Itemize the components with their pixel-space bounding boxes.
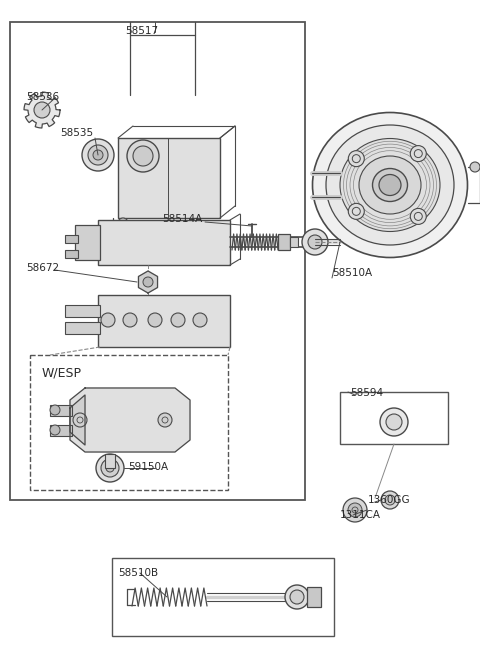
- Bar: [65, 235, 78, 243]
- Text: 58510A: 58510A: [332, 268, 372, 278]
- Circle shape: [410, 145, 426, 162]
- Circle shape: [96, 454, 124, 482]
- Text: 58594: 58594: [350, 388, 383, 398]
- Bar: [50, 425, 72, 436]
- Polygon shape: [70, 395, 85, 445]
- Circle shape: [348, 203, 364, 219]
- Circle shape: [123, 313, 137, 327]
- Circle shape: [380, 408, 408, 436]
- Text: 58672: 58672: [26, 263, 59, 273]
- Circle shape: [93, 150, 103, 160]
- Bar: [105, 454, 115, 468]
- Circle shape: [193, 313, 207, 327]
- Circle shape: [385, 495, 395, 505]
- Bar: [98, 220, 230, 265]
- Ellipse shape: [326, 125, 454, 245]
- Circle shape: [73, 413, 87, 427]
- Bar: [118, 138, 220, 218]
- Circle shape: [106, 464, 114, 472]
- Ellipse shape: [312, 113, 468, 258]
- Bar: [30, 355, 228, 490]
- Bar: [50, 405, 72, 416]
- Circle shape: [88, 145, 108, 165]
- Circle shape: [101, 313, 115, 327]
- Polygon shape: [70, 388, 190, 452]
- Circle shape: [348, 151, 364, 167]
- Bar: [290, 237, 298, 247]
- Text: 59150A: 59150A: [128, 462, 168, 472]
- Circle shape: [386, 414, 402, 430]
- Polygon shape: [138, 271, 157, 293]
- Circle shape: [302, 229, 328, 255]
- Bar: [340, 392, 448, 444]
- Text: 58510B: 58510B: [118, 568, 158, 578]
- Text: W/ESP: W/ESP: [42, 367, 82, 380]
- Ellipse shape: [372, 168, 408, 201]
- Bar: [98, 295, 230, 347]
- Text: 1360GG: 1360GG: [368, 495, 410, 505]
- Circle shape: [82, 139, 114, 171]
- Circle shape: [34, 102, 50, 118]
- Circle shape: [50, 425, 60, 435]
- Ellipse shape: [340, 138, 440, 231]
- Circle shape: [470, 162, 480, 172]
- Ellipse shape: [359, 156, 421, 214]
- Circle shape: [101, 459, 119, 477]
- Circle shape: [308, 235, 322, 249]
- Circle shape: [148, 313, 162, 327]
- Bar: [112, 558, 334, 636]
- Circle shape: [118, 218, 128, 228]
- Circle shape: [127, 140, 159, 172]
- Text: 58517: 58517: [125, 26, 158, 36]
- Circle shape: [410, 209, 426, 224]
- Polygon shape: [24, 92, 60, 128]
- Circle shape: [143, 277, 153, 287]
- Bar: [75, 225, 100, 260]
- Circle shape: [285, 585, 309, 609]
- Ellipse shape: [379, 175, 401, 196]
- Bar: [65, 250, 78, 258]
- Text: 58514A: 58514A: [162, 214, 202, 224]
- Circle shape: [50, 405, 60, 415]
- Circle shape: [381, 491, 399, 509]
- Circle shape: [343, 498, 367, 522]
- Bar: [65, 322, 100, 334]
- Circle shape: [133, 146, 153, 166]
- Bar: [278, 234, 290, 250]
- Text: 58535: 58535: [60, 128, 93, 138]
- Text: 58536: 58536: [26, 92, 59, 102]
- Bar: [65, 305, 100, 317]
- Circle shape: [348, 503, 362, 517]
- Bar: [307, 587, 321, 607]
- Circle shape: [290, 590, 304, 604]
- Circle shape: [158, 413, 172, 427]
- Circle shape: [171, 313, 185, 327]
- Text: 1311CA: 1311CA: [340, 510, 381, 520]
- Bar: [10, 22, 305, 500]
